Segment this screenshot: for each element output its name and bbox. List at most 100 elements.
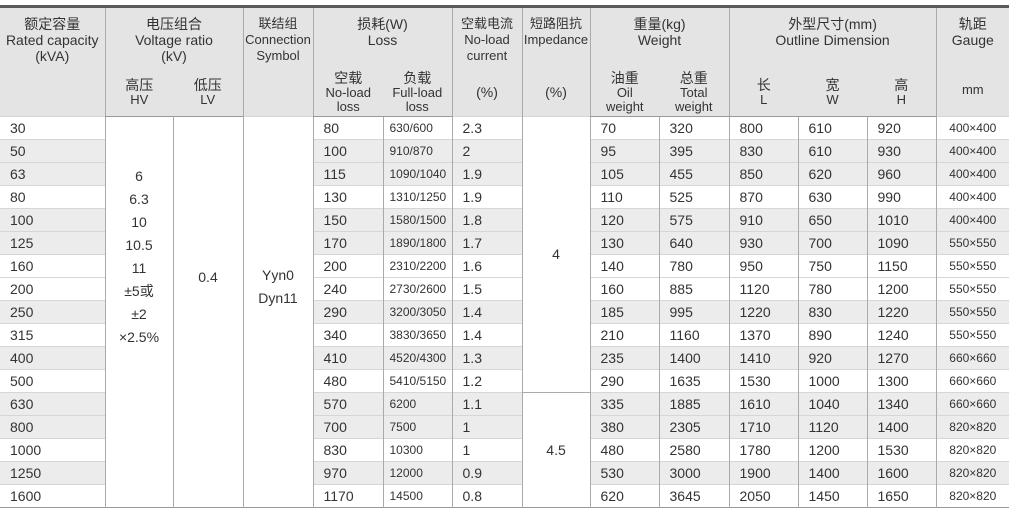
cell-capacity: 160 <box>0 254 105 278</box>
cell-w: 1200 <box>797 438 868 462</box>
cell-noload-current: 1.4 <box>451 300 523 324</box>
cell-tot: 2580 <box>658 438 730 462</box>
cell-w: 650 <box>797 208 868 232</box>
cell-w: 700 <box>797 231 868 255</box>
cell-noload-current: 2 <box>451 139 523 163</box>
cell-gauge: 400×400 <box>935 162 1009 186</box>
cell-capacity: 63 <box>0 162 105 186</box>
cell-capacity: 1600 <box>0 484 105 508</box>
cell-tot: 525 <box>658 185 730 209</box>
cell-noload-loss: 170 <box>312 231 383 255</box>
cell-oil: 120 <box>589 208 660 232</box>
cell-capacity: 1000 <box>0 438 105 462</box>
cell-oil: 105 <box>589 162 660 186</box>
cell-gauge: 400×400 <box>935 208 1009 232</box>
header-total-weight: 总重 Total weight <box>659 68 730 117</box>
cell-oil: 130 <box>589 231 660 255</box>
cell-l: 1220 <box>728 300 799 324</box>
cell-gauge: 550×550 <box>935 300 1009 324</box>
cell-full-load-loss: 2310/2200 <box>382 254 453 278</box>
header-noload-current: 空载电流 No-load current (%) <box>451 6 523 117</box>
cell-tot: 1885 <box>658 392 730 416</box>
cell-noload-current: 1.5 <box>451 277 523 301</box>
cell-oil: 185 <box>589 300 660 324</box>
cell-noload-loss: 700 <box>312 415 383 439</box>
header-loss: 损耗(W) Loss <box>312 6 453 68</box>
cell-h: 1270 <box>866 346 937 370</box>
cell-oil: 480 <box>589 438 660 462</box>
cell-noload-current: 1 <box>451 438 523 462</box>
cell-h: 1300 <box>866 369 937 393</box>
table-row: 63 115 1090/1040 1.9 105 455 850 620 960 400×400 <box>0 162 1009 186</box>
header-lv: 低压 LV <box>173 68 243 117</box>
cell-noload-loss: 80 <box>312 116 383 140</box>
cell-w: 780 <box>797 277 868 301</box>
cell-l: 930 <box>728 231 799 255</box>
cell-gauge: 550×550 <box>935 323 1009 347</box>
cell-tot: 320 <box>658 116 730 140</box>
cell-noload-loss: 970 <box>312 461 383 485</box>
cell-oil: 530 <box>589 461 660 485</box>
cell-full-load-loss: 4520/4300 <box>382 346 453 370</box>
cell-noload-current: 2.3 <box>451 116 523 140</box>
cell-w: 920 <box>797 346 868 370</box>
cell-tot: 3645 <box>658 484 730 508</box>
cell-h: 930 <box>866 139 937 163</box>
cell-noload-current: 1.9 <box>451 162 523 186</box>
cell-tot: 3000 <box>658 461 730 485</box>
cell-capacity: 800 <box>0 415 105 439</box>
hv-voltage-line: 10.5 <box>125 237 153 253</box>
cell-capacity: 30 <box>0 116 105 140</box>
cell-h: 1240 <box>866 323 937 347</box>
header-impedance: 短路阻抗 Impedance (%) <box>521 6 591 117</box>
cell-l: 1530 <box>728 369 799 393</box>
cell-oil: 160 <box>589 277 660 301</box>
cell-noload-current: 1 <box>451 415 523 439</box>
cell-capacity: 315 <box>0 323 105 347</box>
cell-noload-loss: 480 <box>312 369 383 393</box>
cell-l: 1780 <box>728 438 799 462</box>
cell-impedance: 4.5 <box>521 392 591 508</box>
table-body: 30 6 6.3 10 10.5 11 ±5或 ±2 ×2.5% 0.4 Yyn0 Dyn11 80 63… <box>0 116 1009 508</box>
cell-l: 1410 <box>728 346 799 370</box>
cell-oil: 110 <box>589 185 660 209</box>
cell-w: 750 <box>797 254 868 278</box>
cell-tot: 575 <box>658 208 730 232</box>
cell-h: 920 <box>866 116 937 140</box>
cell-noload-loss: 290 <box>312 300 383 324</box>
cell-gauge: 820×820 <box>935 484 1009 508</box>
cell-noload-loss: 200 <box>312 254 383 278</box>
table-row: 100 150 1580/1500 1.8 120 575 910 650 1010 400×40… <box>0 208 1009 232</box>
cell-full-load-loss: 630/600 <box>382 116 453 140</box>
cell-h: 1010 <box>866 208 937 232</box>
header-gauge: 轨距 Gauge mm <box>935 6 1009 117</box>
hv-voltage-line: ±2 <box>131 306 147 322</box>
cell-noload-loss: 340 <box>312 323 383 347</box>
hv-voltage-line: ×2.5% <box>118 329 160 345</box>
cell-full-load-loss: 3830/3650 <box>382 323 453 347</box>
table-row: 80 130 1310/1250 1.9 110 525 870 630 990 400×400 <box>0 185 1009 209</box>
cell-w: 1400 <box>797 461 868 485</box>
cell-full-load-loss: 7500 <box>382 415 453 439</box>
cell-noload-current: 0.8 <box>451 484 523 508</box>
cell-full-load-loss: 5410/5150 <box>382 369 453 393</box>
hv-voltage-line: ±5或 <box>124 283 154 299</box>
cell-oil: 380 <box>589 415 660 439</box>
cell-noload-loss: 240 <box>312 277 383 301</box>
cell-capacity: 500 <box>0 369 105 393</box>
cell-h: 960 <box>866 162 937 186</box>
cell-oil: 290 <box>589 369 660 393</box>
cell-gauge: 660×660 <box>935 346 1009 370</box>
cell-capacity: 100 <box>0 208 105 232</box>
header-hv: 高压 HV <box>104 68 173 117</box>
cell-w: 620 <box>797 162 868 186</box>
cell-full-load-loss: 1580/1500 <box>382 208 453 232</box>
cell-tot: 1160 <box>658 323 730 347</box>
cell-noload-loss: 115 <box>312 162 383 186</box>
hv-voltage-line: 6.3 <box>129 191 149 207</box>
cell-l: 1710 <box>728 415 799 439</box>
cell-gauge: 820×820 <box>935 438 1009 462</box>
